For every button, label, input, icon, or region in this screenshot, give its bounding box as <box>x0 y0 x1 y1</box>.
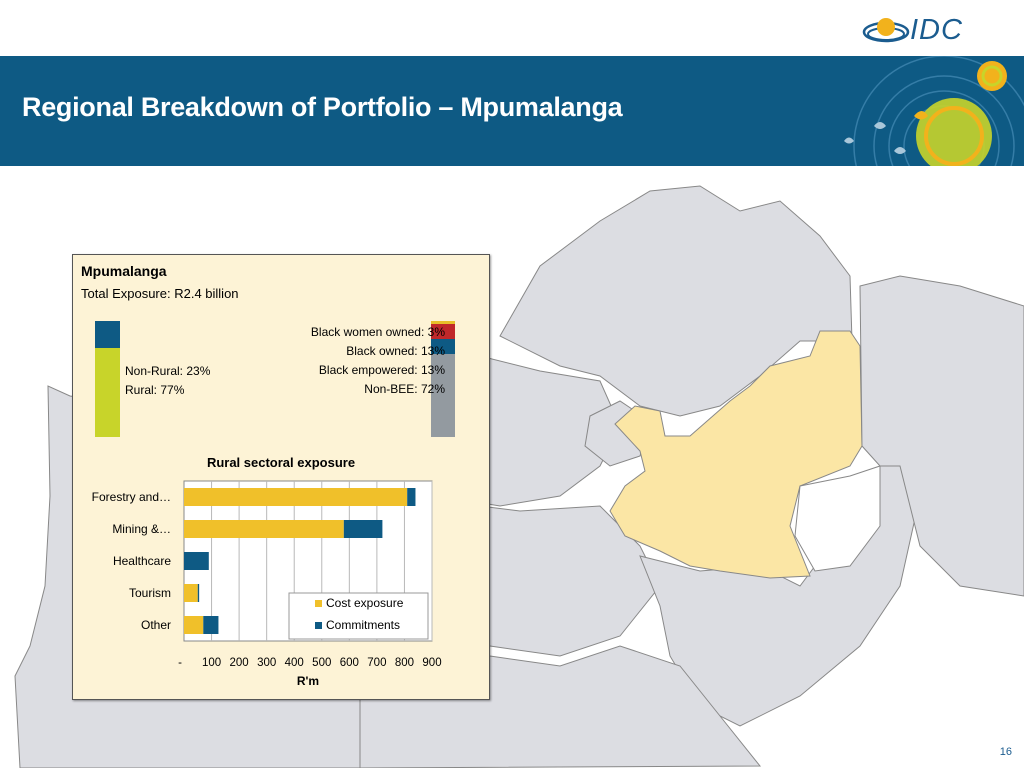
bar-cost-exposure-3 <box>184 584 198 602</box>
bee-split-bar <box>431 321 455 437</box>
total-exposure: Total Exposure: R2.4 billion <box>81 286 239 301</box>
black-women-owned-segment <box>431 321 455 325</box>
portfolio-info-panel: Mpumalanga Total Exposure: R2.4 billion … <box>72 254 490 700</box>
x-tick-label: 900 <box>422 657 441 669</box>
category-label: Mining &… <box>112 522 171 536</box>
chart-legend <box>288 592 429 640</box>
category-label: Healthcare <box>113 554 171 568</box>
legend-swatch <box>315 622 322 629</box>
black-empowered-label: Black empowered: 13% <box>318 363 445 377</box>
bar-commitments-1 <box>343 520 383 538</box>
idc-logo: IDC <box>862 12 992 50</box>
bar-commitments-4 <box>203 616 219 634</box>
x-tick-label: 400 <box>285 657 304 669</box>
rural-label: Rural: 77% <box>125 383 185 397</box>
province-limpopo <box>499 185 853 417</box>
idc-swirl-icon <box>862 18 910 43</box>
logo-text: IDC <box>910 14 963 46</box>
bar-commitments-0 <box>407 488 416 506</box>
black-owned-label: Black owned: 13% <box>346 344 445 358</box>
title-banner: Regional Breakdown of Portfolio – Mpumal… <box>0 56 1024 166</box>
non-rural-segment <box>95 321 120 348</box>
category-label: Tourism <box>129 586 171 600</box>
swaziland-region <box>794 465 881 572</box>
bar-commitments-2 <box>184 552 209 570</box>
province-mpumalanga <box>609 330 863 579</box>
bar-cost-exposure-0 <box>184 488 408 506</box>
page-number: 16 <box>999 746 1012 758</box>
legend-label: Cost exposure <box>326 596 404 610</box>
legend-swatch <box>315 600 322 607</box>
legend-label: Commitments <box>326 618 400 632</box>
category-label: Other <box>141 618 171 632</box>
region-name: Mpumalanga <box>81 263 167 279</box>
neighbour-region-east <box>859 275 1024 597</box>
x-tick-label: - <box>178 657 182 669</box>
page-title: Regional Breakdown of Portfolio – Mpumal… <box>22 92 623 122</box>
black-empowered-segment <box>431 339 455 355</box>
black-owned-segment <box>431 324 455 340</box>
x-tick-label: 800 <box>395 657 414 669</box>
rural-split-bar <box>95 321 120 437</box>
x-tick-label: 700 <box>367 657 386 669</box>
decorative-swirl-graphic <box>844 56 1024 166</box>
non-bee-label: Non-BEE: 72% <box>364 382 445 396</box>
x-tick-label: 200 <box>230 657 249 669</box>
category-label: Forestry and… <box>92 490 171 504</box>
rural-sectoral-exposure-chart: Forestry and… Mining &… Healthcare Tourism O… <box>92 480 442 688</box>
x-axis-label: R'm <box>297 674 319 688</box>
bar-commitments-3 <box>197 584 200 602</box>
bar-cost-exposure-4 <box>184 616 204 634</box>
x-tick-label: 500 <box>312 657 331 669</box>
non-rural-label: Non-Rural: 23% <box>125 364 211 378</box>
black-women-owned-label: Black women owned: 3% <box>310 325 445 339</box>
chart-title: Rural sectoral exposure <box>206 455 356 470</box>
non-bee-segment <box>431 354 455 437</box>
rural-segment <box>95 347 120 437</box>
x-tick-label: 300 <box>257 657 276 669</box>
x-tick-label: 100 <box>202 657 221 669</box>
bar-cost-exposure-1 <box>184 520 344 538</box>
x-tick-label: 600 <box>340 657 359 669</box>
